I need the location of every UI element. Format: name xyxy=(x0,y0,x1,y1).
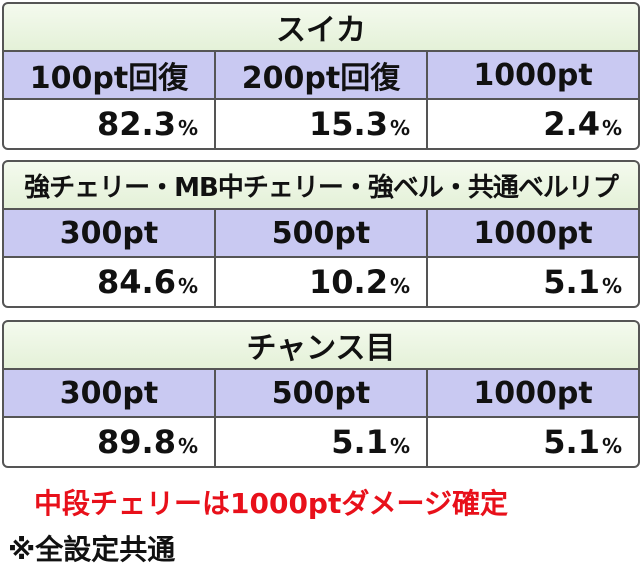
column-header: 1000pt xyxy=(428,52,638,98)
value: 89.8 xyxy=(97,423,176,461)
value-cell: 5.1% xyxy=(428,418,638,466)
value-cell: 82.3% xyxy=(4,100,214,148)
value-cell: 10.2% xyxy=(216,258,426,306)
value-cell: 2.4% xyxy=(428,100,638,148)
unit: % xyxy=(177,434,198,458)
table-title: スイカ xyxy=(4,4,638,50)
column-header: 300pt xyxy=(4,370,214,416)
column-header: 1000pt xyxy=(428,370,638,416)
column-header: 500pt xyxy=(216,210,426,256)
unit: % xyxy=(601,434,622,458)
value-cell: 5.1% xyxy=(216,418,426,466)
value-cell: 89.8% xyxy=(4,418,214,466)
value: 82.3 xyxy=(97,105,176,143)
table: チャンス目 300pt 500pt 1000pt 89.8% 5.1% 5.1% xyxy=(2,320,640,468)
value: 5.1 xyxy=(331,423,388,461)
unit: % xyxy=(601,116,622,140)
value: 5.1 xyxy=(543,263,600,301)
table-title: 強チェリー・MB中チェリー・強ベル・共通ベルリプ xyxy=(4,162,638,208)
value-cell: 84.6% xyxy=(4,258,214,306)
column-header: 300pt xyxy=(4,210,214,256)
note: ※全設定共通 xyxy=(8,533,176,566)
column-header: 100pt回復 xyxy=(4,52,214,98)
note: 中段チェリーは1000ptダメージ確定 xyxy=(34,487,508,520)
table-title: チャンス目 xyxy=(4,322,638,368)
unit: % xyxy=(177,116,198,140)
column-header: 200pt回復 xyxy=(216,52,426,98)
unit: % xyxy=(389,434,410,458)
value-cell: 15.3% xyxy=(216,100,426,148)
value: 2.4 xyxy=(543,105,600,143)
value: 15.3 xyxy=(309,105,388,143)
unit: % xyxy=(177,274,198,298)
unit: % xyxy=(389,274,410,298)
table: 強チェリー・MB中チェリー・強ベル・共通ベルリプ 300pt 500pt 1000pt… xyxy=(2,160,640,308)
unit: % xyxy=(389,116,410,140)
value: 10.2 xyxy=(309,263,388,301)
value: 5.1 xyxy=(543,423,600,461)
column-header: 500pt xyxy=(216,370,426,416)
unit: % xyxy=(601,274,622,298)
value-cell: 5.1% xyxy=(428,258,638,306)
value: 84.6 xyxy=(97,263,176,301)
table: スイカ 100pt回復 200pt回復 1000pt 82.3% 15.3% 2.4% xyxy=(2,2,640,150)
column-header: 1000pt xyxy=(428,210,638,256)
